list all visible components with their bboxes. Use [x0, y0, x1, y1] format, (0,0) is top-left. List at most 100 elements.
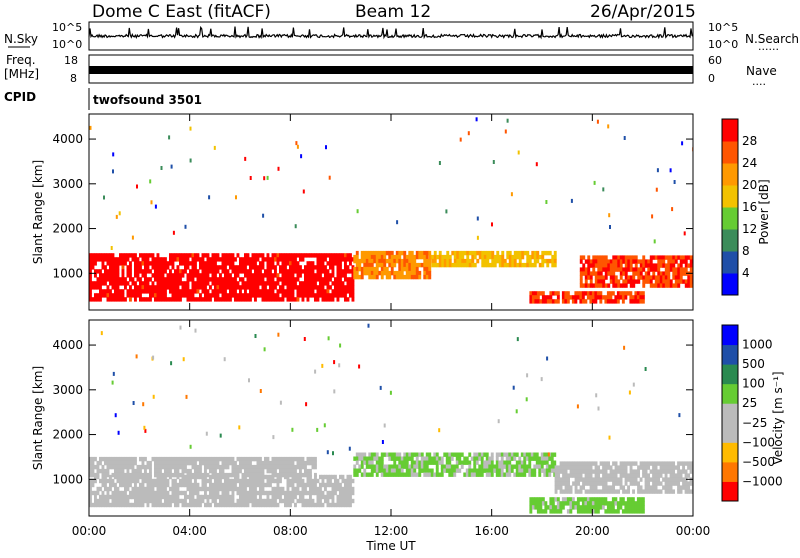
power-heatmap — [89, 117, 693, 304]
colorbar-swatch — [722, 442, 738, 463]
date-title: 26/Apr/2015 — [590, 2, 696, 22]
scatter-region-0 — [89, 253, 355, 302]
power-colorbar: 28 24 20 16 12 8 4 — [721, 118, 757, 296]
colorbar-tick-label: 100 — [742, 377, 765, 391]
scatter-region-2 — [428, 250, 557, 268]
velocity-panel: 4000 3000 2000 1000 Slant Range [km] 1000 50… — [31, 319, 785, 517]
nsky-line — [88, 25, 694, 40]
colorbar-swatch — [722, 461, 738, 482]
colorbar-tick-label: 8 — [742, 244, 750, 258]
colorbar-tick-label: 1000 — [742, 338, 773, 352]
power-axes: 4000 3000 2000 1000 — [52, 114, 694, 310]
y-tick-label: 1000 — [52, 266, 83, 280]
y-tick-label: 2000 — [52, 222, 83, 236]
freq-band — [89, 66, 693, 74]
colorbar-tick-label: 20 — [742, 178, 757, 192]
freq-trace — [89, 66, 693, 74]
colorbar-swatch — [722, 273, 738, 296]
scatter-region-1 — [89, 456, 317, 478]
colorbar-frame — [721, 118, 739, 296]
x-tick-label: 00:00 — [676, 524, 711, 538]
colorbar-tick-label: 16 — [742, 200, 757, 214]
y-tick-label: 4000 — [52, 132, 83, 146]
colorbar-swatch — [722, 185, 738, 208]
colorbar-tick-label: 500 — [742, 357, 765, 371]
colorbar-swatch — [722, 422, 738, 443]
nsearch-tick-top: 10^5 — [708, 21, 738, 34]
scatter-region-1 — [353, 250, 432, 280]
nsearch-tick-bottom: 10^0 — [708, 38, 738, 51]
colorbar-swatch — [722, 325, 738, 346]
colorbar-frame — [721, 324, 739, 502]
nsky-tick-bottom: 10^0 — [52, 38, 82, 51]
freq-tick-bottom: 8 — [70, 72, 77, 85]
x-tick-label: 04:00 — [172, 524, 207, 538]
scatter-region-4 — [529, 291, 645, 304]
colorbar-swatch — [722, 119, 738, 142]
colorbar-swatch — [722, 481, 738, 502]
colorbar-tick-label: −1000 — [742, 474, 783, 488]
nave-tick-bottom: 0 — [708, 72, 715, 85]
nave-legend-marks: .... — [752, 75, 766, 88]
nsearch-label: N.Search — [745, 32, 799, 46]
scatter-region-0 — [89, 474, 355, 508]
nsky-strip: N.Sky 10^5 10^0 10^5 10^0 N.Search .....… — [4, 21, 799, 53]
nave-tick-top: 60 — [708, 54, 722, 67]
colorbar-tick-label: −100 — [742, 435, 775, 449]
colorbar-tick-label: 12 — [742, 222, 757, 236]
scatter-region-3 — [579, 255, 693, 288]
colorbar-tick-label: −25 — [742, 416, 767, 430]
scatter-region-2 — [353, 452, 557, 477]
station-title: Dome C East (fitACF) — [92, 2, 271, 22]
velocity-ylabel: Slant Range [km] — [31, 366, 45, 470]
x-tick-label: 20:00 — [575, 524, 610, 538]
cpid-label: CPID — [4, 90, 36, 104]
nsky-label: N.Sky — [4, 32, 38, 46]
power-panel: 4000 3000 2000 1000 Slant Range [km] 28 24 20… — [31, 113, 771, 311]
colorbar-swatch — [722, 141, 738, 164]
x-axis-label: Time UT — [365, 539, 416, 553]
velocity-colorbar: 1000 500 100 25 −25 −100 −500 −1000 — [721, 324, 783, 502]
sparse-echoes — [89, 117, 693, 250]
y-tick-label: 3000 — [52, 383, 83, 397]
colorbar-tick-label: 4 — [742, 266, 750, 280]
power-ylabel: Slant Range [km] — [31, 160, 45, 264]
nave-label: Nave — [746, 64, 777, 78]
colorbar-swatch — [722, 251, 738, 274]
cpid-program: twofsound 3501 — [93, 93, 202, 107]
colorbar-tick-label: 24 — [742, 156, 757, 170]
x-tick-label: 16:00 — [474, 524, 509, 538]
freq-label-line2: [MHz] — [4, 67, 39, 81]
velocity-colorbar-label: Velocity [m s⁻¹] — [771, 371, 785, 464]
colorbar-tick-label: 25 — [742, 396, 757, 410]
colorbar-tick-label: −500 — [742, 455, 775, 469]
sparse-echoes — [100, 323, 681, 457]
freq-strip: Freq. [MHz] 18 8 60 0 Nave .... — [4, 53, 777, 88]
freq-tick-top: 18 — [64, 54, 78, 67]
power-colorbar-label: Power [dB] — [757, 179, 771, 244]
x-tick-label: 12:00 — [374, 524, 409, 538]
colorbar-swatch — [722, 383, 738, 404]
beam-title: Beam 12 — [355, 2, 431, 22]
colorbar-swatch — [722, 163, 738, 186]
y-tick-label: 4000 — [52, 338, 83, 352]
y-tick-label: 2000 — [52, 428, 83, 442]
colorbar-swatch — [722, 207, 738, 230]
colorbar-swatch — [722, 229, 738, 252]
y-tick-label: 3000 — [52, 177, 83, 191]
x-tick-label: 00:00 — [72, 524, 107, 538]
nsearch-legend-marks: ...... — [758, 40, 779, 53]
colorbar-swatch — [722, 364, 738, 385]
freq-label-line1: Freq. — [6, 53, 36, 67]
velocity-axes: 4000 3000 2000 1000 — [52, 320, 694, 516]
scatter-region-4 — [529, 497, 645, 514]
colorbar-swatch — [722, 403, 738, 424]
colorbar-swatch — [722, 344, 738, 365]
nsky-trace — [88, 25, 694, 40]
scatter-region-3 — [554, 461, 693, 494]
colorbar-tick-label: 28 — [742, 134, 757, 148]
velocity-heatmap — [89, 323, 693, 514]
y-tick-label: 1000 — [52, 472, 83, 486]
